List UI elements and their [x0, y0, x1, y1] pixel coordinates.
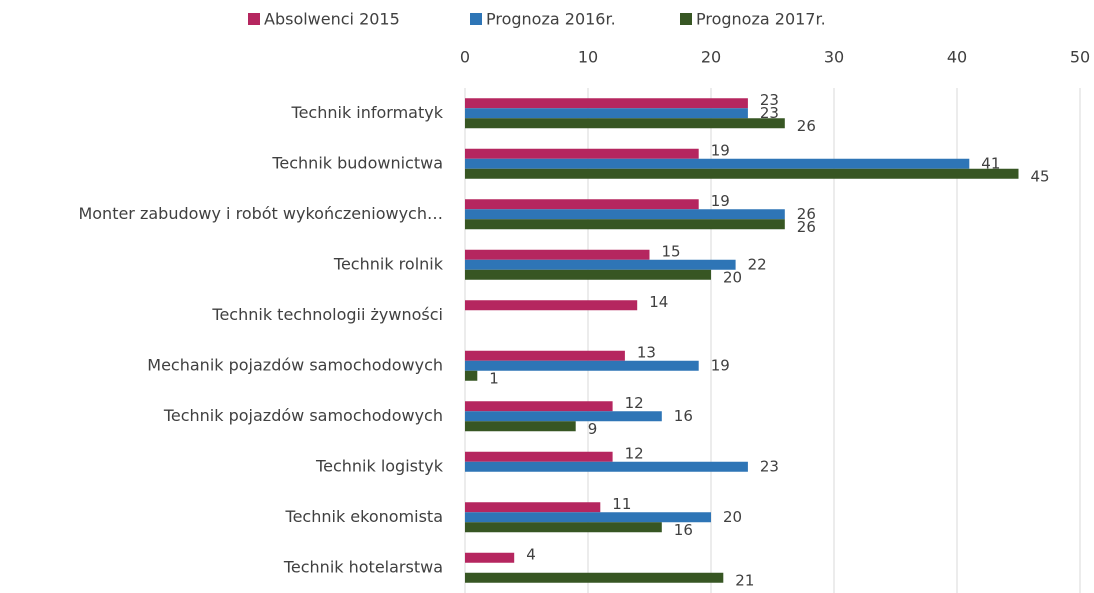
data-label: 21 [735, 571, 754, 589]
bar [465, 451, 613, 462]
bar [465, 411, 662, 422]
legend-label: Prognoza 2017r. [696, 10, 826, 29]
data-label: 45 [1031, 167, 1050, 185]
legend-label: Prognoza 2016r. [486, 10, 616, 29]
bar [465, 249, 650, 260]
data-label: 26 [797, 205, 816, 223]
data-label: 23 [760, 104, 779, 122]
bar [465, 360, 699, 371]
data-label: 12 [625, 444, 644, 462]
data-label: 9 [588, 420, 598, 438]
x-tick-label: 10 [578, 48, 598, 67]
legend-swatch [470, 13, 482, 25]
data-label: 26 [797, 218, 816, 236]
legend-swatch [248, 13, 260, 25]
bar [465, 209, 785, 220]
data-label: 13 [637, 343, 656, 361]
data-label: 20 [723, 508, 742, 526]
data-label: 16 [674, 521, 693, 539]
data-label: 20 [723, 268, 742, 286]
data-label: 4 [526, 545, 536, 563]
bar [465, 158, 970, 169]
y-tick-label: Technik ekonomista [285, 507, 443, 526]
y-tick-label: Mechanik pojazdów samochodowych [147, 355, 443, 374]
y-tick-label: Technik budownictwa [271, 153, 443, 172]
bar [465, 269, 711, 280]
bar [465, 502, 601, 513]
data-label: 1 [489, 369, 499, 387]
data-label: 16 [674, 407, 693, 425]
bar [465, 98, 748, 109]
y-tick-label: Technik rolnik [333, 254, 444, 273]
bar [465, 350, 625, 361]
y-tick-label: Monter zabudowy i robót wykończeniowych… [78, 204, 443, 223]
data-label: 22 [748, 255, 767, 273]
data-label: 26 [797, 117, 816, 135]
bar [465, 300, 638, 311]
bar [465, 512, 711, 523]
x-tick-label: 30 [824, 48, 844, 67]
x-tick-label: 50 [1070, 48, 1090, 67]
x-tick-label: 0 [460, 48, 470, 67]
data-label: 23 [760, 457, 779, 475]
bar [465, 199, 699, 210]
x-tick-label: 40 [947, 48, 967, 67]
data-label: 15 [662, 242, 681, 260]
bar [465, 421, 576, 432]
data-label: 23 [760, 91, 779, 109]
y-tick-label: Technik hotelarstwa [283, 557, 443, 576]
data-label: 19 [711, 141, 730, 159]
bar [465, 148, 699, 159]
bar [465, 552, 515, 563]
bar [465, 108, 748, 119]
data-label: 11 [612, 495, 631, 513]
bar [465, 219, 785, 230]
x-tick-label: 20 [701, 48, 721, 67]
y-tick-label: Technik technologii żywności [211, 305, 443, 324]
y-tick-label: Technik informatyk [291, 103, 444, 122]
data-label: 19 [711, 356, 730, 374]
bar [465, 572, 724, 583]
bar [465, 118, 785, 129]
bar [465, 370, 478, 381]
data-label: 12 [625, 394, 644, 412]
y-tick-label: Technik pojazdów samochodowych [163, 406, 443, 425]
bar [465, 401, 613, 412]
bar [465, 522, 662, 533]
bar [465, 461, 748, 472]
bar [465, 168, 1019, 179]
legend-swatch [680, 13, 692, 25]
y-tick-label: Technik logistyk [315, 456, 444, 475]
bar [465, 259, 736, 270]
data-label: 19 [711, 192, 730, 210]
data-label: 14 [649, 293, 668, 311]
data-label: 41 [981, 154, 1000, 172]
legend-label: Absolwenci 2015 [264, 10, 400, 29]
